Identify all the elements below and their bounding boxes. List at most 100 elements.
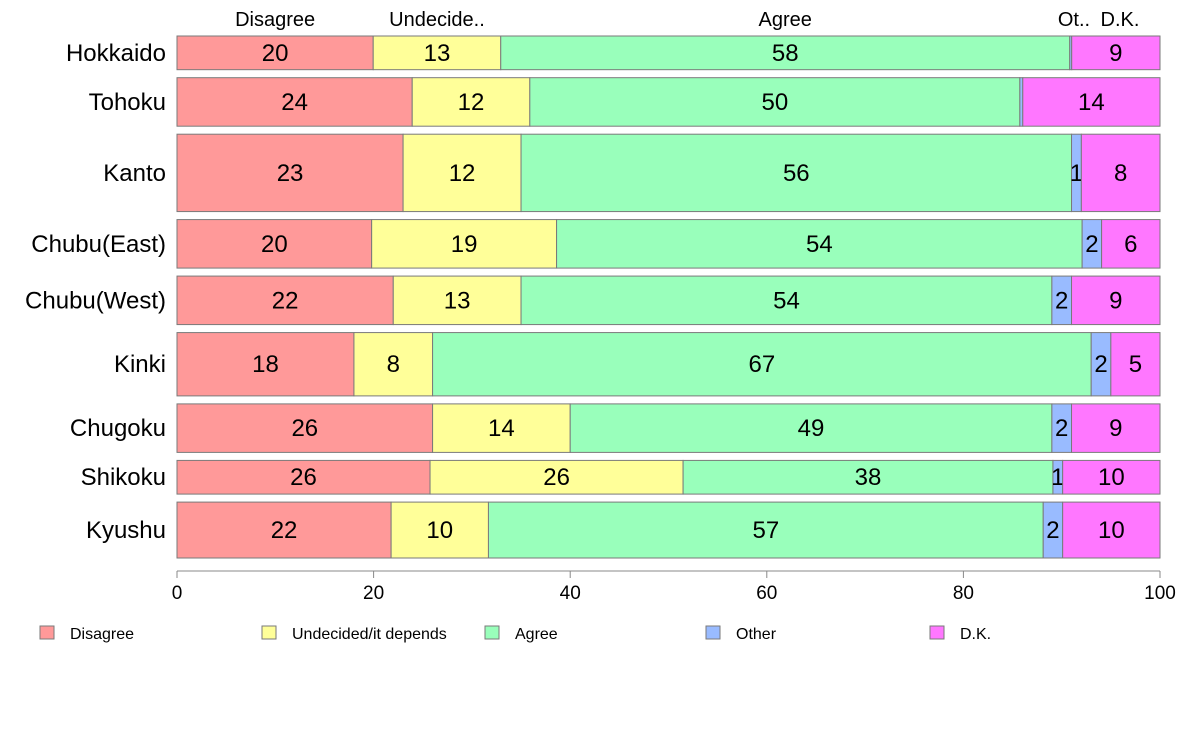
category-label: Kanto [103, 160, 166, 187]
data-label: 38 [855, 464, 882, 491]
data-label: 6 [1124, 231, 1137, 258]
data-label: 13 [444, 287, 471, 314]
column-header-label: Undecide.. [389, 9, 485, 31]
data-label: 12 [449, 160, 476, 187]
data-label: 9 [1109, 415, 1122, 442]
x-tick-label: 60 [756, 583, 777, 604]
data-label: 1 [1070, 160, 1083, 187]
legend: Disagree Undecided/it depends Agree Other D.… [39, 625, 991, 643]
column-header-label: Agree [759, 9, 812, 31]
legend-label: Agree [515, 626, 558, 643]
bar-segment [432, 403, 571, 453]
bar-segment [682, 459, 1054, 495]
x-tick-label: 80 [953, 583, 974, 604]
bar-segment [372, 35, 502, 71]
data-label: 23 [277, 160, 304, 187]
x-axis: 0 20 40 60 80 100 [172, 570, 1176, 604]
bar-segment [402, 133, 522, 213]
data-label: 20 [261, 231, 288, 258]
legend-label: Disagree [70, 626, 134, 643]
data-label: 18 [252, 351, 279, 378]
x-tick-label: 20 [363, 583, 384, 604]
bar-row-kyushu: Kyushu 22 10 57 2 10 [86, 501, 1161, 559]
data-label: 24 [281, 89, 308, 116]
legend-item: Disagree [39, 625, 134, 643]
legend-item: Other [705, 625, 777, 643]
bar-segment [176, 501, 392, 559]
bar-row-chubu-west-: Chubu(West) 22 13 54 2 9 [25, 275, 1161, 326]
bar-segment [392, 275, 522, 326]
bar-segment [1022, 77, 1161, 127]
category-label: Shikoku [81, 464, 166, 491]
category-label: Kinki [114, 351, 166, 378]
bar-row-chubu-east-: Chubu(East) 20 19 54 2 6 [31, 219, 1161, 269]
data-label: 2 [1046, 517, 1059, 544]
data-label: 14 [1078, 89, 1105, 116]
data-label: 2 [1055, 287, 1068, 314]
column-header-labels: Disagree Undecide.. Agree Ot.. D.K. [235, 9, 1139, 31]
bar-segment [1071, 403, 1161, 453]
x-tick-label: 100 [1144, 583, 1176, 604]
legend-swatch [929, 625, 945, 640]
data-label: 26 [543, 464, 570, 491]
bar-segment [176, 332, 355, 397]
legend-swatch [39, 625, 55, 640]
bar-segment [176, 219, 373, 269]
data-label: 2 [1094, 351, 1107, 378]
bar-segment [176, 35, 374, 71]
legend-swatch [261, 625, 277, 640]
data-label: 49 [798, 415, 825, 442]
bar-segment [569, 403, 1053, 453]
category-label: Chubu(West) [25, 287, 166, 314]
bar-segment [520, 275, 1053, 326]
data-label: 20 [262, 40, 289, 67]
data-label: 2 [1055, 415, 1068, 442]
bar-segment [1110, 332, 1161, 397]
data-label: 58 [772, 40, 799, 67]
category-label: Chugoku [70, 415, 166, 442]
data-label: 10 [426, 517, 453, 544]
bar-segment [1080, 133, 1161, 213]
data-label: 5 [1129, 351, 1142, 378]
bar-segment [529, 77, 1021, 127]
legend-swatch [484, 625, 500, 640]
data-label: 26 [290, 464, 317, 491]
bar-row-hokkaido: Hokkaido 20 13 58 9 [66, 35, 1161, 71]
data-label: 8 [1114, 160, 1127, 187]
bar-segment [1071, 275, 1161, 326]
data-label: 1 [1051, 464, 1064, 491]
data-label: 10 [1098, 464, 1125, 491]
data-label: 57 [752, 517, 779, 544]
data-label: 2 [1085, 231, 1098, 258]
data-label: 26 [291, 415, 318, 442]
data-label: 9 [1109, 40, 1122, 67]
data-label: 9 [1109, 287, 1122, 314]
x-tick-label: 40 [560, 583, 581, 604]
bar-row-chugoku: Chugoku 26 14 49 2 9 [70, 403, 1161, 453]
legend-item: D.K. [929, 625, 991, 643]
legend-label: D.K. [960, 626, 991, 643]
bar-segment [176, 77, 413, 127]
bar-segment [1101, 219, 1161, 269]
bar-segment [1062, 459, 1161, 495]
x-tick-label: 0 [172, 583, 183, 604]
data-label: 10 [1098, 517, 1125, 544]
bar-segment [487, 501, 1044, 559]
bar-row-shikoku: Shikoku 26 26 38 1 10 [81, 459, 1161, 495]
bar-segment [556, 219, 1083, 269]
bar-segment [176, 133, 404, 213]
data-label: 54 [806, 231, 833, 258]
category-label: Kyushu [86, 517, 166, 544]
legend-item: Agree [484, 625, 558, 643]
category-label: Hokkaido [66, 40, 166, 67]
data-label: 67 [749, 351, 776, 378]
legend-item: Undecided/it depends [261, 625, 447, 643]
bar-segment [411, 77, 531, 127]
category-label: Chubu(East) [31, 231, 166, 258]
legend-swatch [705, 625, 721, 640]
bar-row-tohoku: Tohoku 24 12 50 14 [89, 77, 1161, 127]
bar-segment [1071, 35, 1161, 71]
bar-segment [1062, 501, 1161, 559]
